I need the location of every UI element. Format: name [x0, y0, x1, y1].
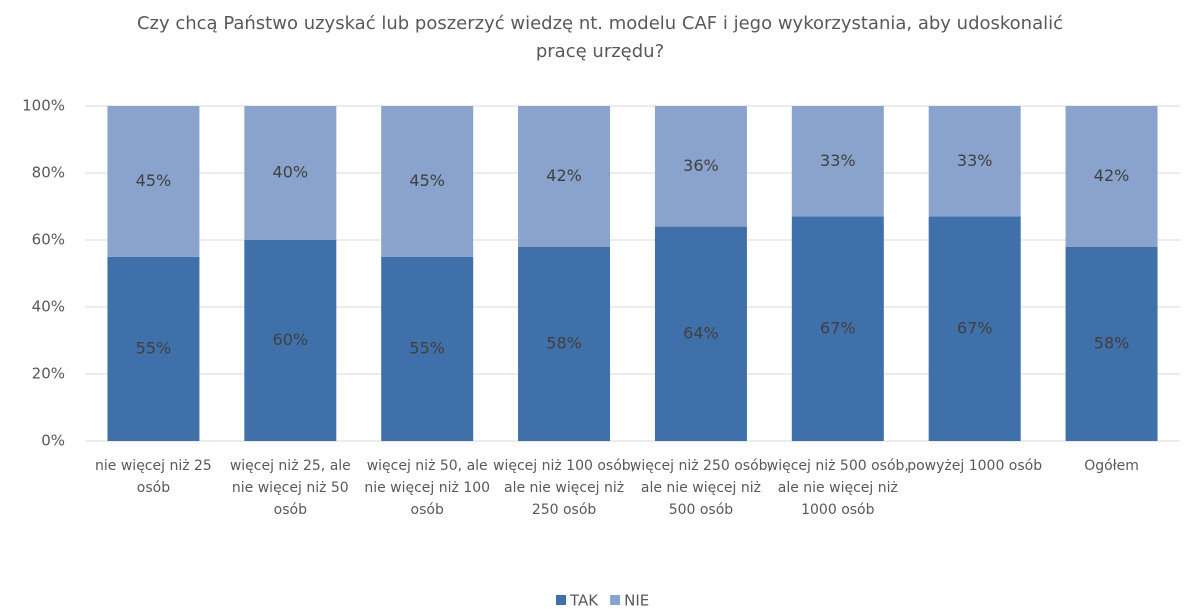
- data-label: 67%: [820, 318, 856, 337]
- x-tick-label: powyżej 1000 osób: [907, 458, 1043, 474]
- legend-swatch: [610, 595, 621, 605]
- legend-label: NIE: [624, 592, 649, 609]
- data-label: 40%: [273, 163, 309, 182]
- y-tick-label: 0%: [41, 432, 65, 450]
- x-tick-label: więcej niż 250 osób, ale nie więcej niż …: [629, 458, 772, 518]
- data-label: 42%: [1094, 166, 1130, 185]
- bar: [791, 106, 884, 217]
- data-label: 45%: [409, 171, 445, 190]
- chart-title: Czy chcą Państwo uzyskać lub poszerzyć w…: [136, 13, 1064, 62]
- data-label: 67%: [957, 318, 993, 337]
- bar: [244, 240, 337, 441]
- data-label: 55%: [409, 338, 445, 357]
- bar: [928, 216, 1021, 441]
- x-tick-label: więcej niż 50, ale nie więcej niż 100 os…: [364, 458, 491, 518]
- bar: [518, 106, 611, 247]
- bar: [791, 216, 884, 441]
- x-tick-box: więcej niż 250 osób, ale nie więcej niż …: [629, 458, 772, 518]
- bar: [381, 256, 474, 441]
- bar: [518, 246, 611, 441]
- x-tick-label: więcej niż 500 osób, ale nie więcej niż …: [766, 458, 909, 518]
- bar: [1065, 246, 1158, 441]
- x-tick-label: Ogółem: [1084, 458, 1139, 474]
- bar: [928, 106, 1021, 217]
- y-tick-label: 40%: [32, 298, 65, 316]
- data-label: 42%: [546, 166, 582, 185]
- data-label: 58%: [546, 333, 582, 352]
- data-label: 36%: [683, 156, 719, 175]
- x-tick-box: powyżej 1000 osób: [907, 458, 1043, 474]
- legend-label: TAK: [569, 592, 599, 609]
- bar: [244, 106, 337, 240]
- y-tick-label: 60%: [32, 231, 65, 249]
- x-tick-box: nie więcej niż 25 osób: [95, 458, 212, 496]
- x-tick-box: więcej niż 100 osób, ale nie więcej niż …: [493, 458, 636, 518]
- legend-swatch: [556, 595, 566, 605]
- bar: [1065, 106, 1158, 247]
- x-tick-box: więcej niż 500 osób, ale nie więcej niż …: [766, 458, 909, 518]
- x-tick-box: więcej niż 50, ale nie więcej niż 100 os…: [364, 458, 491, 518]
- x-tick-box: Ogółem: [1084, 458, 1139, 474]
- data-label: 33%: [957, 151, 993, 170]
- title-box: Czy chcą Państwo uzyskać lub poszerzyć w…: [136, 13, 1064, 62]
- x-tick-label: nie więcej niż 25 osób: [95, 458, 212, 496]
- x-tick-box: więcej niż 25, ale nie więcej niż 50 osó…: [229, 458, 351, 518]
- x-tick-label: więcej niż 100 osób, ale nie więcej niż …: [493, 458, 636, 518]
- data-label: 64%: [683, 323, 719, 342]
- bar: [107, 256, 200, 441]
- data-label: 55%: [136, 338, 172, 357]
- bar: [654, 106, 747, 227]
- data-label: 60%: [273, 330, 309, 349]
- x-tick-label: więcej niż 25, ale nie więcej niż 50 osó…: [229, 458, 351, 518]
- bar: [107, 106, 200, 257]
- y-tick-label: 100%: [22, 97, 65, 115]
- data-label: 45%: [136, 171, 172, 190]
- y-tick-label: 80%: [32, 164, 65, 182]
- bar: [381, 106, 474, 257]
- y-tick-label: 20%: [32, 365, 65, 383]
- data-label: 58%: [1094, 333, 1130, 352]
- bar: [654, 226, 747, 441]
- data-label: 33%: [820, 151, 856, 170]
